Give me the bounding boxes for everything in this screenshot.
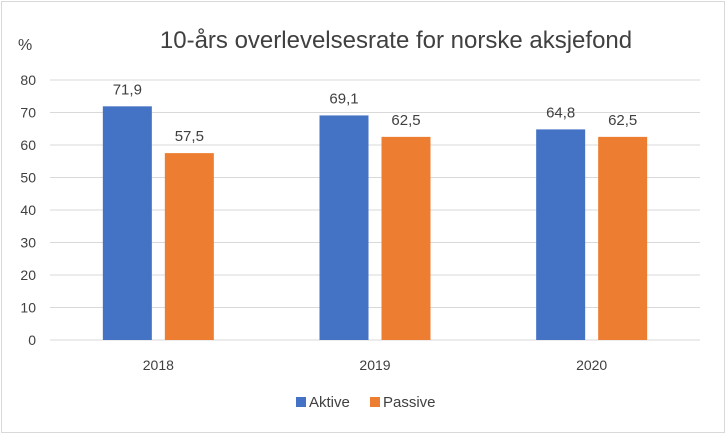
y-tick-label: 80 [20, 72, 36, 88]
data-label: 62,5 [608, 112, 637, 129]
y-tick-label: 0 [28, 332, 36, 348]
chart-title: 10-års overlevelsesrate for norske aksje… [160, 27, 632, 54]
y-tick-label: 70 [20, 105, 36, 121]
data-labels: 71,9 57,5 69,1 62,5 64,8 62,5 [113, 81, 638, 145]
legend-swatch-aktive [296, 397, 306, 407]
data-label: 64,8 [546, 104, 575, 121]
legend-label-aktive: Aktive [309, 394, 350, 411]
legend: Aktive Passive [296, 394, 436, 411]
legend-label-passive: Passive [383, 394, 436, 411]
x-axis-ticks: 2018 2019 2020 [143, 357, 608, 373]
y-tick-label: 60 [20, 137, 36, 153]
data-label: 62,5 [391, 112, 420, 129]
data-label: 69,1 [329, 90, 358, 107]
y-tick-label: 40 [20, 202, 36, 218]
bars [102, 106, 648, 340]
y-axis-ticks: 0 10 20 30 40 50 60 70 80 [20, 72, 36, 348]
y-axis-unit: % [18, 37, 32, 54]
bar-aktive-2019 [319, 115, 369, 340]
data-label: 57,5 [175, 128, 204, 145]
y-tick-label: 10 [20, 300, 36, 316]
y-tick-label: 20 [20, 267, 36, 283]
bar-passive-2019 [381, 136, 431, 340]
legend-swatch-passive [370, 397, 380, 407]
y-tick-label: 50 [20, 170, 36, 186]
x-tick-label: 2018 [143, 357, 174, 373]
x-tick-label: 2019 [359, 357, 390, 373]
gridlines [50, 79, 700, 341]
bar-passive-2018 [164, 153, 214, 340]
bar-aktive-2018 [102, 106, 152, 340]
x-tick-label: 2020 [576, 357, 607, 373]
bar-aktive-2020 [536, 129, 586, 340]
bar-passive-2020 [598, 136, 648, 340]
data-label: 71,9 [113, 81, 142, 98]
y-tick-label: 30 [20, 235, 36, 251]
